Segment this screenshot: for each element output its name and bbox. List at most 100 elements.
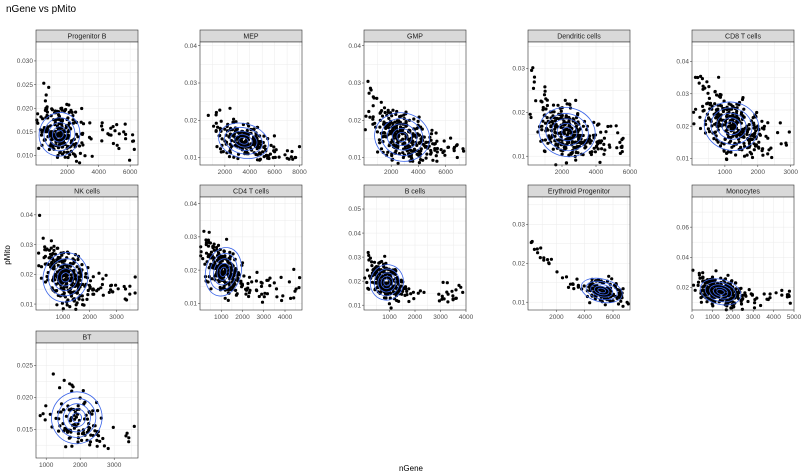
data-point — [397, 119, 401, 123]
contour-line — [219, 266, 228, 277]
data-point — [581, 141, 585, 145]
data-point — [111, 141, 115, 146]
data-point — [455, 155, 459, 160]
data-point — [566, 140, 570, 144]
data-point — [85, 297, 89, 301]
x-tick-label: 2000 — [555, 169, 570, 176]
data-point — [720, 289, 724, 294]
data-point — [600, 139, 604, 143]
data-point — [717, 75, 721, 79]
data-point — [93, 429, 97, 433]
data-point — [372, 260, 377, 264]
data-point — [287, 280, 291, 284]
contour-line — [383, 278, 391, 287]
data-point — [64, 107, 68, 112]
data-point — [51, 251, 55, 256]
data-point — [109, 126, 113, 130]
data-point — [727, 291, 731, 295]
data-point — [718, 144, 723, 148]
data-point — [101, 277, 105, 281]
panel-border — [35, 41, 139, 166]
data-point — [64, 414, 68, 418]
data-point — [228, 149, 232, 153]
data-point — [235, 136, 239, 141]
data-point — [123, 122, 127, 126]
data-point — [536, 251, 540, 255]
data-point — [705, 288, 710, 293]
y-tick-label: 0.03 — [184, 234, 197, 241]
data-point — [597, 139, 601, 143]
data-point — [452, 149, 456, 153]
data-point — [724, 157, 729, 161]
data-point — [52, 248, 56, 252]
data-point — [49, 246, 53, 250]
data-point — [531, 86, 536, 90]
data-point — [297, 145, 302, 149]
data-point — [411, 290, 415, 294]
x-tick-label: 2000 — [73, 462, 88, 469]
y-tick-label: 0.03 — [348, 80, 361, 87]
data-point — [74, 159, 79, 163]
contour-line — [373, 268, 400, 297]
data-point — [220, 255, 224, 259]
data-point — [61, 307, 65, 311]
data-point — [714, 112, 719, 116]
data-point — [386, 108, 390, 112]
data-point — [432, 142, 436, 146]
data-point — [232, 117, 236, 121]
contour-line — [369, 264, 404, 301]
data-point — [610, 277, 614, 281]
data-point — [741, 129, 745, 133]
axis-ticks: 1000 2000 3000 0.01 0.02 0.03 0.04 — [20, 212, 124, 321]
data-point — [218, 147, 223, 151]
data-point — [742, 141, 746, 145]
data-point — [542, 256, 546, 260]
y-tick-label: 0.015 — [17, 426, 34, 433]
data-point — [541, 119, 545, 123]
data-point — [760, 149, 764, 153]
x-tick-label: 5000 — [787, 314, 801, 321]
data-point — [389, 306, 393, 310]
data-point — [38, 414, 42, 418]
data-point — [588, 301, 592, 305]
y-tick-label: 0.03 — [348, 254, 361, 261]
y-tick-label: 0.04 — [676, 254, 689, 261]
x-tick-label: 2000 — [60, 169, 75, 176]
data-point — [228, 250, 232, 254]
data-point — [95, 289, 99, 293]
data-point — [262, 145, 266, 149]
data-point — [604, 130, 608, 134]
data-point — [554, 142, 558, 146]
data-point — [242, 274, 246, 278]
y-tick-label: 0.02 — [348, 117, 361, 124]
data-point — [77, 267, 81, 271]
data-point — [128, 292, 132, 296]
data-point — [582, 119, 587, 124]
data-point — [247, 294, 251, 299]
data-point — [53, 273, 57, 277]
data-point — [375, 96, 379, 100]
data-point — [717, 124, 722, 128]
data-point — [745, 153, 749, 157]
data-point — [692, 122, 696, 126]
data-point — [461, 147, 465, 151]
data-point — [208, 241, 212, 245]
data-point — [446, 145, 450, 149]
data-point — [232, 269, 237, 273]
data-point — [729, 306, 733, 310]
data-point — [605, 290, 609, 294]
facet-cd4-t-cells: CD4 T cells 1000 2000 3000 4000 0.01 0.02 0.03 0… — [184, 184, 303, 321]
data-point — [769, 146, 773, 150]
data-point — [371, 122, 375, 126]
data-point — [602, 142, 606, 146]
contour-line — [60, 272, 71, 283]
data-point — [727, 135, 731, 139]
data-point — [43, 280, 48, 284]
data-point — [255, 153, 259, 157]
data-point — [411, 139, 415, 143]
contour-line — [716, 288, 725, 295]
y-tick-label: 0.03 — [20, 242, 33, 249]
data-point — [71, 262, 75, 266]
contour-line — [48, 258, 83, 297]
data-point — [55, 246, 59, 250]
